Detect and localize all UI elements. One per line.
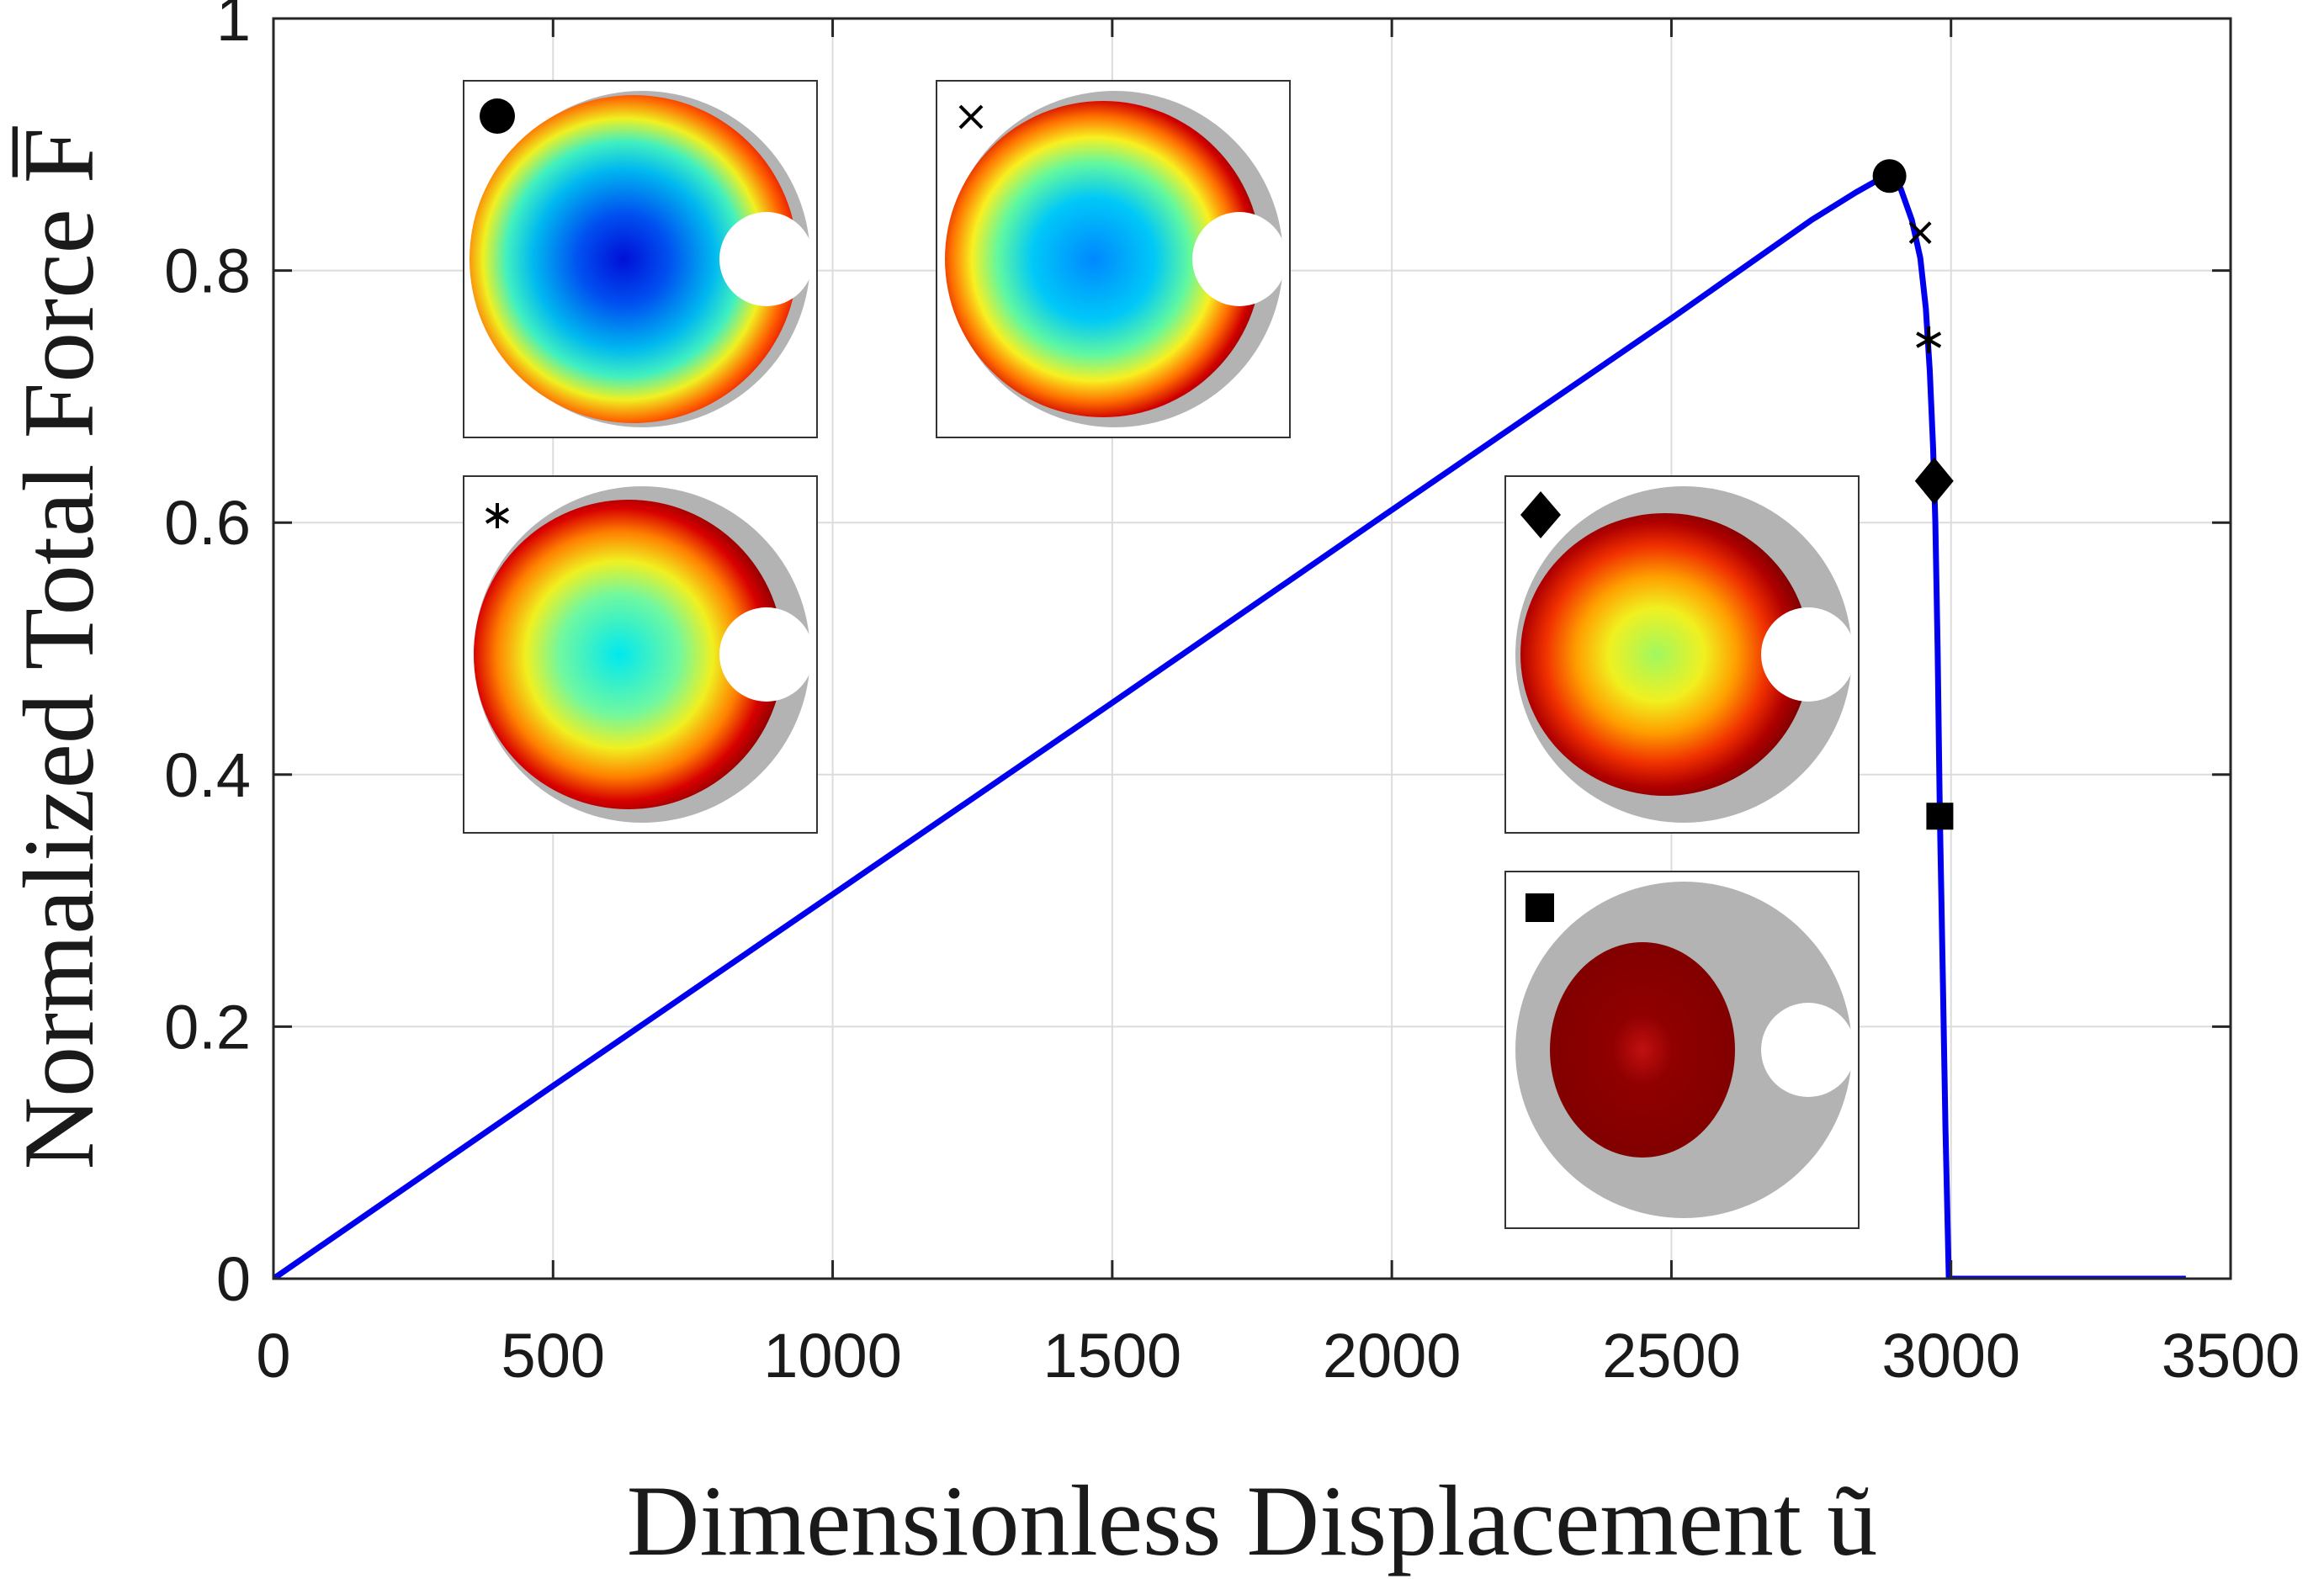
marker-x — [1908, 221, 1932, 245]
y-tick-labels: 0 0.2 0.4 0.6 0.8 1 — [164, 0, 251, 1314]
marker-square — [1926, 803, 1954, 830]
x-tick-label: 1500 — [1043, 1321, 1182, 1391]
y-tick-label: 0.2 — [164, 992, 251, 1062]
y-tick-label: 0 — [216, 1244, 251, 1314]
y-tick-label: 0.4 — [164, 740, 251, 810]
curve-markers — [1872, 159, 1954, 830]
insets — [463, 80, 1860, 1229]
x-axis-label: Dimensionless Displacement ũ — [627, 1465, 1877, 1576]
inset-square — [1504, 871, 1860, 1229]
plot-frame — [272, 17, 2232, 1280]
x-tick-labels: 0 500 1000 1500 2000 2500 3000 3500 — [256, 1321, 2300, 1391]
x-tick-label: 3000 — [1881, 1321, 2020, 1391]
inset-diamond — [1504, 475, 1860, 834]
x-tick-label: 2000 — [1323, 1321, 1462, 1391]
marker-asterisk — [1916, 326, 1942, 353]
marker-circle — [1872, 159, 1907, 193]
x-tick-label: 2500 — [1602, 1321, 1741, 1391]
inset-circle — [463, 80, 818, 438]
inset-x — [936, 80, 1291, 438]
inset-asterisk — [463, 475, 818, 834]
y-tick-label: 1 — [216, 0, 251, 54]
marker-diamond — [1914, 457, 1954, 505]
axis-ticks — [272, 17, 2232, 1280]
x-tick-label: 3500 — [2162, 1321, 2300, 1391]
y-axis-label: Normalized Total Force F̅ — [3, 125, 114, 1169]
y-tick-label: 0.8 — [164, 236, 251, 306]
x-tick-label: 500 — [501, 1321, 605, 1391]
x-tick-label: 0 — [256, 1321, 290, 1391]
y-tick-label: 0.6 — [164, 488, 251, 558]
x-tick-label: 1000 — [763, 1321, 902, 1391]
